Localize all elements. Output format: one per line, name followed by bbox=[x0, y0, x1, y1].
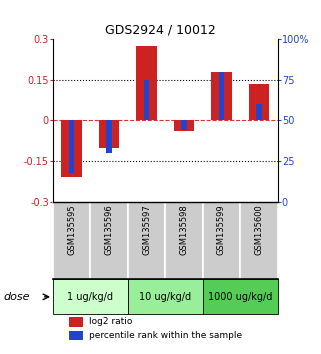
Bar bbox=[128, 202, 165, 279]
Bar bbox=[240, 202, 278, 279]
Bar bbox=[203, 202, 240, 279]
Bar bbox=[69, 331, 83, 341]
Bar bbox=[61, 120, 82, 177]
Text: GSM135597: GSM135597 bbox=[142, 204, 151, 255]
Bar bbox=[69, 317, 83, 326]
Bar bbox=[203, 279, 278, 314]
Text: GDS2924 / 10012: GDS2924 / 10012 bbox=[105, 23, 216, 36]
Bar bbox=[249, 84, 269, 120]
Text: 1000 ug/kg/d: 1000 ug/kg/d bbox=[208, 292, 273, 302]
Text: GSM135600: GSM135600 bbox=[255, 204, 264, 255]
Bar bbox=[106, 120, 112, 153]
Text: log2 ratio: log2 ratio bbox=[89, 317, 132, 326]
Text: GSM135596: GSM135596 bbox=[105, 204, 114, 255]
Bar bbox=[181, 120, 187, 130]
Text: dose: dose bbox=[3, 292, 30, 302]
Text: 1 ug/kg/d: 1 ug/kg/d bbox=[67, 292, 113, 302]
Bar bbox=[53, 202, 91, 279]
Bar bbox=[256, 104, 262, 120]
Bar bbox=[174, 120, 194, 131]
Bar bbox=[128, 279, 203, 314]
Bar bbox=[211, 72, 232, 120]
Bar bbox=[53, 279, 128, 314]
Bar bbox=[91, 202, 128, 279]
Text: GSM135595: GSM135595 bbox=[67, 204, 76, 255]
Bar bbox=[219, 72, 224, 120]
Bar bbox=[69, 120, 74, 172]
Bar bbox=[144, 80, 149, 120]
Text: GSM135598: GSM135598 bbox=[179, 204, 188, 255]
Text: GSM135599: GSM135599 bbox=[217, 204, 226, 255]
Bar bbox=[165, 202, 203, 279]
Bar bbox=[136, 46, 157, 120]
Text: 10 ug/kg/d: 10 ug/kg/d bbox=[139, 292, 191, 302]
Bar bbox=[99, 120, 119, 148]
Text: percentile rank within the sample: percentile rank within the sample bbox=[89, 331, 242, 340]
